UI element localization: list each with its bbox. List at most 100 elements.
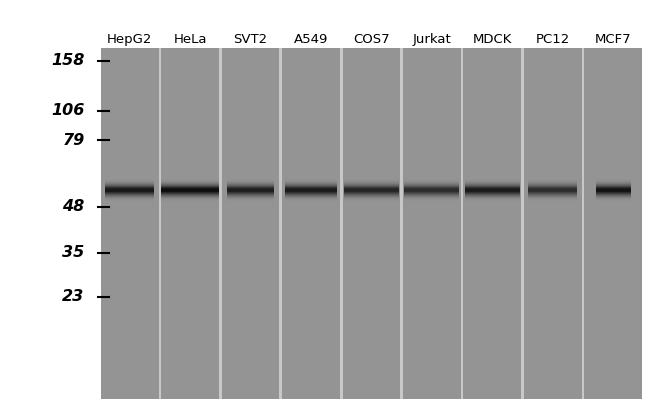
Bar <box>596 185 630 186</box>
Bar <box>222 48 280 399</box>
Bar <box>404 190 460 191</box>
Bar <box>528 194 577 195</box>
Bar <box>465 198 520 199</box>
Bar <box>528 195 577 196</box>
Bar <box>344 187 399 188</box>
Bar <box>596 186 630 187</box>
Bar <box>528 182 577 183</box>
Bar <box>596 178 630 179</box>
Bar <box>105 183 154 184</box>
Bar <box>596 189 630 190</box>
Bar <box>227 198 274 199</box>
Bar <box>344 199 399 200</box>
Bar <box>596 187 630 188</box>
Bar <box>465 178 520 179</box>
Bar <box>596 192 630 193</box>
Bar <box>465 191 520 192</box>
Bar <box>404 197 460 198</box>
Bar <box>465 185 520 186</box>
Text: 106: 106 <box>51 103 84 118</box>
Bar <box>105 181 154 182</box>
Bar <box>285 191 337 192</box>
Bar <box>161 188 219 189</box>
Bar <box>344 195 399 196</box>
Bar <box>404 180 460 181</box>
Bar <box>528 187 577 188</box>
Bar <box>343 48 400 399</box>
Bar <box>596 193 630 194</box>
Bar <box>105 193 154 194</box>
Bar <box>227 190 274 191</box>
Bar <box>285 179 337 180</box>
Bar <box>596 197 630 198</box>
Bar <box>344 198 399 199</box>
Bar <box>285 185 337 186</box>
Bar <box>285 190 337 191</box>
Bar <box>465 199 520 200</box>
Bar <box>528 186 577 187</box>
Bar <box>528 188 577 189</box>
Bar <box>285 182 337 183</box>
Text: MDCK: MDCK <box>473 33 512 46</box>
Bar <box>344 191 399 192</box>
Bar <box>404 195 460 196</box>
Bar <box>596 179 630 180</box>
Bar <box>465 197 520 198</box>
Bar <box>227 187 274 188</box>
Text: A549: A549 <box>294 33 328 46</box>
Bar <box>404 196 460 197</box>
Bar <box>528 192 577 193</box>
Text: HepG2: HepG2 <box>107 33 152 46</box>
Bar <box>404 193 460 194</box>
Bar <box>161 179 219 180</box>
Bar <box>285 189 337 190</box>
Bar <box>161 193 219 194</box>
Bar <box>528 184 577 185</box>
Bar <box>404 183 460 184</box>
Text: 23: 23 <box>62 289 84 304</box>
Bar <box>528 183 577 184</box>
Bar <box>465 194 520 195</box>
Bar <box>285 196 337 197</box>
Bar <box>528 181 577 182</box>
Bar <box>161 183 219 184</box>
Bar <box>105 179 154 180</box>
Bar <box>227 197 274 198</box>
Bar <box>465 180 520 181</box>
Bar <box>596 182 630 183</box>
Text: COS7: COS7 <box>353 33 390 46</box>
Bar <box>161 198 219 199</box>
Bar <box>0 0 101 418</box>
Bar <box>227 200 274 201</box>
Bar <box>285 192 337 193</box>
Bar <box>285 198 337 199</box>
Bar <box>465 192 520 193</box>
Bar <box>227 182 274 183</box>
Bar <box>344 186 399 187</box>
Bar <box>105 180 154 181</box>
Bar <box>404 189 460 190</box>
Bar <box>105 195 154 196</box>
Bar <box>227 199 274 200</box>
Bar <box>344 194 399 195</box>
Bar <box>465 184 520 185</box>
Text: 79: 79 <box>62 133 84 148</box>
Bar <box>344 189 399 190</box>
Bar <box>161 180 219 181</box>
Bar <box>465 182 520 183</box>
Bar <box>344 190 399 191</box>
Bar <box>465 183 520 184</box>
Bar <box>404 179 460 180</box>
Bar <box>528 198 577 199</box>
Bar <box>285 195 337 196</box>
Bar <box>105 187 154 188</box>
Bar <box>105 198 154 199</box>
Bar <box>105 199 154 200</box>
Bar <box>285 178 337 179</box>
Bar <box>596 198 630 199</box>
Bar <box>161 186 219 187</box>
Bar <box>285 194 337 195</box>
Bar <box>404 185 460 186</box>
Bar <box>227 189 274 190</box>
Bar <box>528 197 577 198</box>
